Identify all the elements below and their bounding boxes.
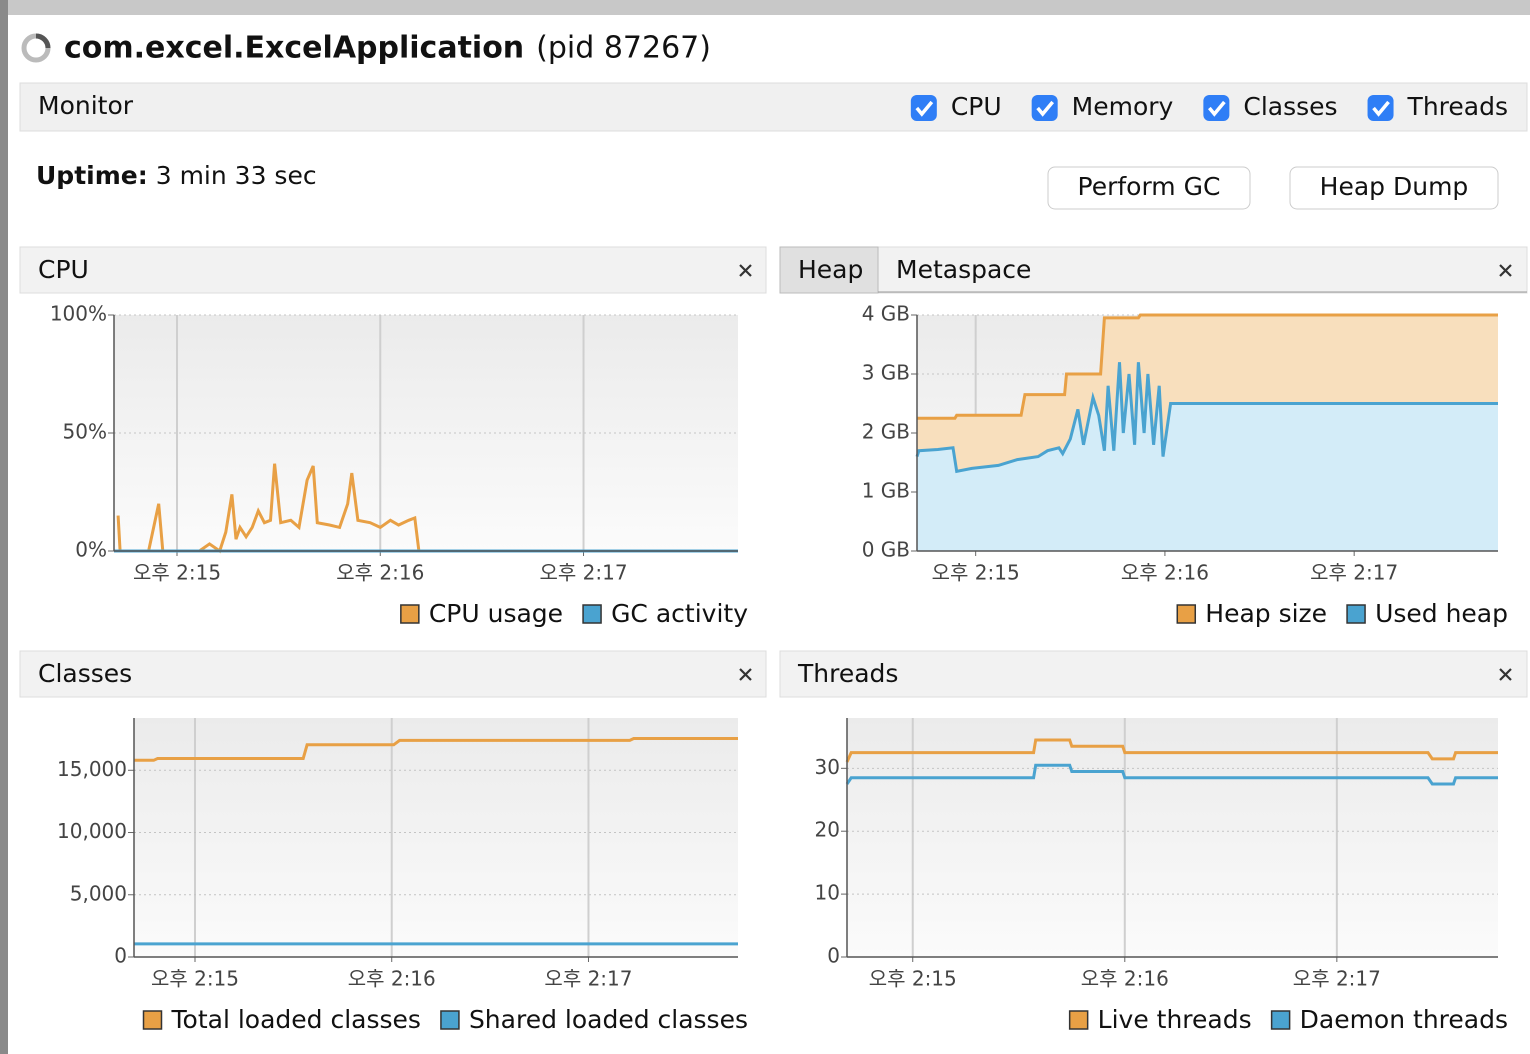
series-line [845,738,1498,763]
panel-header [19,246,767,294]
tab-label[interactable]: Heap [798,255,863,284]
left-border [0,0,8,1054]
checkmark [1036,100,1055,117]
y-tick-label: 50% [63,420,107,444]
x-tick-label: 오후 2:16 [336,561,424,585]
close-icon[interactable] [739,264,752,277]
close-icon[interactable] [739,668,752,681]
x-tick-label: 오후 2:15 [932,561,1020,585]
y-tick-label: 0 GB [862,538,910,562]
legend-swatch[interactable] [440,1010,460,1030]
button[interactable]: Heap Dump [1289,166,1499,210]
close-icon[interactable] [1499,264,1512,277]
app-name: com.excel.ExcelApplication [64,31,524,66]
series-line [845,763,1498,786]
panel-header [19,650,767,698]
chart: 오후 2:15 오후 2:16 오후 2:17 0 GB 1 GB 2 GB 3 GB 4 G… [862,302,1508,629]
series-area [917,362,1498,551]
checkbox[interactable] [1031,95,1058,121]
button-label[interactable]: Heap Dump [1320,172,1469,201]
panel-header [779,650,1528,698]
checkmark [915,100,934,117]
legend-label[interactable]: Daemon threads [1300,1005,1508,1034]
chart: 오후 2:15 오후 2:16 오후 2:17 0 5,000 10,000 15,000 S… [57,718,748,1034]
y-tick-label: 4 GB [862,302,910,326]
panel-title: Threads [797,659,898,688]
plot-area [134,718,738,957]
chart: 오후 2:15 오후 2:16 오후 2:17 0 10 20 30 Daemon threa… [815,718,1508,1034]
checkbox-label[interactable]: Threads [1407,92,1508,121]
chart: 오후 2:15 오후 2:16 오후 2:17 0% 50% 100% GC activit… [50,302,748,629]
panel-title: Classes [38,659,132,688]
plot-area [847,718,1498,957]
checkbox[interactable] [1367,95,1394,121]
uptime-value: 3 min 33 sec [156,161,317,190]
series-line [915,362,1498,474]
y-tick-label: 0 [827,944,840,968]
x-tick-label: 오후 2:15 [133,561,221,585]
legend-label[interactable]: Used heap [1375,599,1508,628]
series-line [917,313,1498,420]
series-line [116,463,738,554]
y-tick-label: 30 [815,755,840,779]
y-tick-label: 3 GB [862,361,910,385]
legend-label[interactable]: Live threads [1098,1005,1252,1034]
x-tick-label: 오후 2:17 [539,561,627,585]
y-tick-label: 10,000 [57,819,127,843]
legend-swatch[interactable] [582,604,602,624]
x-tick-label: 오후 2:15 [869,967,957,991]
y-tick-label: 20 [815,818,840,842]
panel-title: CPU [38,255,89,284]
x-tick-label: 오후 2:17 [1310,561,1398,585]
uptime-label: Uptime: [36,161,148,190]
x-tick-label: 오후 2:17 [544,967,632,991]
legend-swatch[interactable] [1270,1010,1291,1030]
x-tick-label: 오후 2:16 [1121,561,1209,585]
x-tick-label: 오후 2:16 [1081,967,1169,991]
tab[interactable] [779,246,879,294]
legend-label[interactable]: Shared loaded classes [469,1005,748,1034]
y-tick-label: 0% [75,538,107,562]
checkbox[interactable] [910,95,937,121]
y-tick-label: 15,000 [57,757,127,781]
checkbox-label[interactable]: CPU [951,92,1002,121]
y-tick-label: 100% [50,302,107,326]
button[interactable]: Perform GC [1047,166,1251,210]
legend-swatch[interactable] [1176,604,1197,624]
checkbox-label[interactable]: Memory [1072,92,1174,121]
close-buttons[interactable] [739,264,1512,681]
y-tick-label: 10 [815,881,840,905]
y-tick-label: 0 [114,944,127,968]
spinner [21,33,51,63]
button-label[interactable]: Perform GC [1078,172,1221,201]
top-bar [0,0,1530,15]
legend-swatch[interactable] [142,1010,163,1030]
legend-label[interactable]: Total loaded classes [171,1005,421,1034]
panel-header [779,246,1528,294]
x-tick-label: 오후 2:15 [151,967,239,991]
series-line [134,737,738,762]
app-pid: (pid 87267) [536,31,711,66]
legend-label[interactable]: CPU usage [429,599,563,628]
monitor-bar [19,82,1528,132]
legend-swatch[interactable] [400,604,420,624]
checkbox-label[interactable]: Classes [1243,92,1337,121]
legend-label[interactable]: GC activity [611,599,748,628]
x-tick-label: 오후 2:17 [1293,967,1381,991]
tab-label[interactable]: Metaspace [896,255,1031,284]
legend-swatch[interactable] [1346,604,1366,624]
close-icon[interactable] [1499,668,1512,681]
y-tick-label: 1 GB [862,479,910,503]
checkmark [1208,100,1226,117]
monitor-title: Monitor [38,91,134,120]
checkbox[interactable] [1203,95,1230,121]
checkmark [1372,100,1390,117]
legend-label[interactable]: Heap size [1205,599,1327,628]
legend-swatch[interactable] [1068,1010,1089,1030]
x-tick-label: 오후 2:16 [348,967,436,991]
y-tick-label: 5,000 [70,881,127,905]
y-tick-label: 2 GB [862,420,910,444]
